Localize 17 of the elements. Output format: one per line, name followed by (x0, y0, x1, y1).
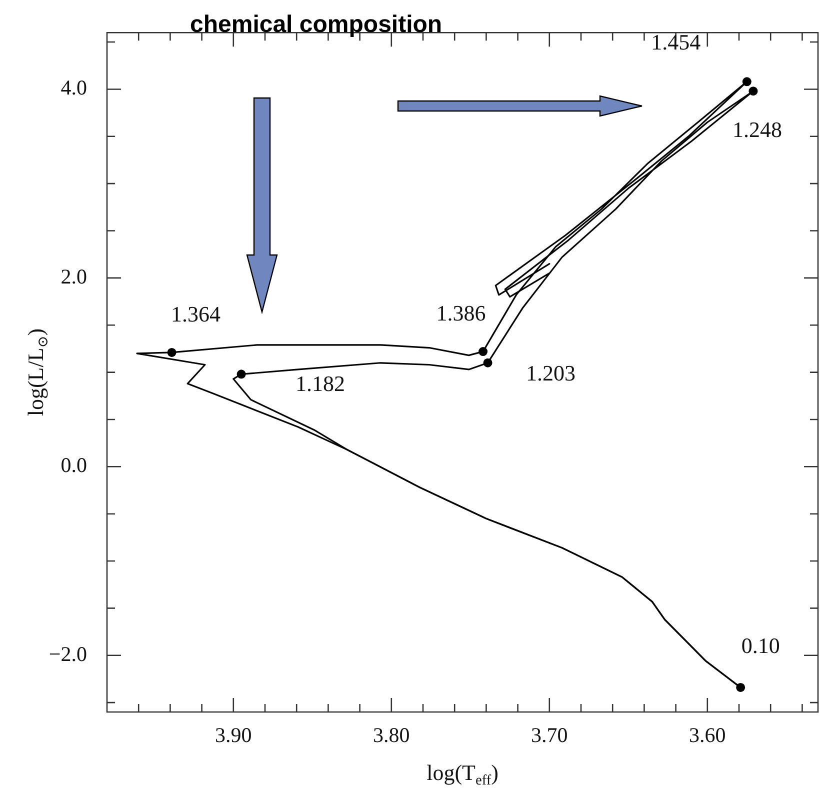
y-tick-label: 2.0 (60, 264, 87, 288)
annotation: 1.248 (732, 116, 782, 142)
y-axis-title: log(L/L⊙) (22, 328, 52, 416)
y-tick-label: 4.0 (60, 76, 87, 100)
annotation: 1.364 (171, 301, 221, 326)
x-tick-label: 3.80 (373, 723, 410, 748)
annotation: 1.182 (296, 370, 346, 396)
x-tick-label: 3.70 (531, 723, 568, 748)
annotation: 0.10 (741, 633, 780, 658)
x-tick-label: 3.60 (689, 723, 726, 748)
annotation: 1.386 (436, 300, 486, 326)
annotation: 1.454 (651, 29, 701, 54)
x-tick-label: 3.90 (215, 723, 252, 748)
y-tick-label: −2.0 (48, 642, 87, 666)
y-tick-label: 0.0 (60, 453, 87, 478)
annotation: 1.203 (526, 360, 576, 386)
annotation: chemical composition (190, 11, 442, 38)
